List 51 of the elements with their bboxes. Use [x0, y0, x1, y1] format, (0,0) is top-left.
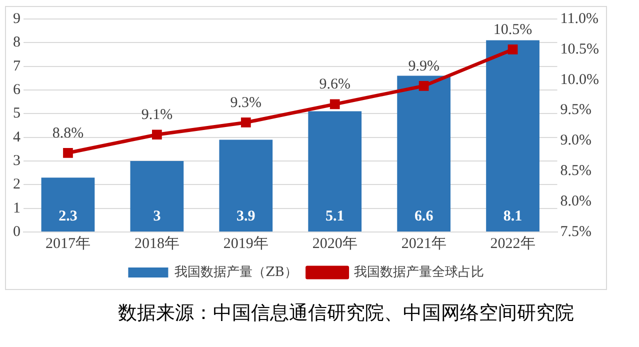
data-label: 9.1% — [141, 107, 173, 124]
y2-tick-label: 9.0% — [560, 132, 592, 149]
legend-label: 我国数据产量全球占比 — [354, 264, 484, 280]
y2-tick-label: 11.0% — [560, 10, 598, 27]
y-tick-label: 0 — [13, 224, 20, 240]
x-tick-label: 2020年 — [312, 234, 358, 252]
y-tick-label: 6 — [13, 82, 21, 98]
y-tick-label: 8 — [13, 34, 20, 51]
source-note: 数据来源：中国信息通信研究院、中国网络空间研究院 — [118, 301, 574, 326]
legend-label: 我国数据产量（ZB） — [174, 264, 298, 280]
data-label: 6.6 — [414, 208, 434, 224]
data-label: 9.9% — [408, 58, 440, 74]
bar — [308, 111, 362, 232]
data-label: 9.3% — [230, 94, 262, 111]
y2-tick-label: 10.0% — [560, 72, 600, 88]
point — [418, 81, 429, 91]
y-tick-label: 9 — [13, 10, 20, 27]
point — [508, 44, 518, 54]
y2-tick-label: 8.5% — [560, 163, 592, 180]
bar — [41, 178, 95, 232]
data-label: 9.6% — [319, 76, 350, 93]
point — [330, 99, 340, 110]
bar — [397, 76, 451, 232]
point — [152, 130, 162, 140]
y2-tick-label: 7.5% — [560, 224, 592, 240]
y-tick-label: 5 — [13, 106, 20, 122]
bar — [130, 161, 184, 232]
y-tick-label: 3 — [13, 152, 20, 169]
y-tick-label: 4 — [13, 129, 21, 146]
data-label: 8.1 — [503, 208, 522, 224]
point — [63, 148, 73, 158]
bar — [486, 40, 540, 232]
y-tick-label: 7 — [13, 58, 21, 74]
y2-tick-label: 10.5% — [560, 41, 600, 58]
data-label: 3.9 — [236, 208, 256, 224]
x-tick-label: 2018年 — [134, 234, 180, 252]
y2-tick-label: 8.0% — [560, 194, 592, 210]
data-label: 5.1 — [325, 208, 344, 224]
point — [240, 118, 251, 128]
y-tick-label: 1 — [13, 200, 20, 216]
x-tick-label: 2017年 — [45, 234, 90, 252]
data-label: 2.3 — [58, 208, 78, 224]
y-tick-label: 2 — [13, 176, 20, 193]
data-label: 3 — [153, 208, 161, 224]
y2-tick-label: 9.5% — [560, 102, 592, 118]
data-label: 10.5% — [493, 22, 532, 38]
x-tick-label: 2019年 — [223, 234, 268, 252]
x-tick-label: 2021年 — [401, 234, 446, 252]
x-tick-label: 2022年 — [490, 234, 536, 252]
data-label: 8.8% — [52, 125, 84, 142]
bar — [219, 140, 273, 232]
